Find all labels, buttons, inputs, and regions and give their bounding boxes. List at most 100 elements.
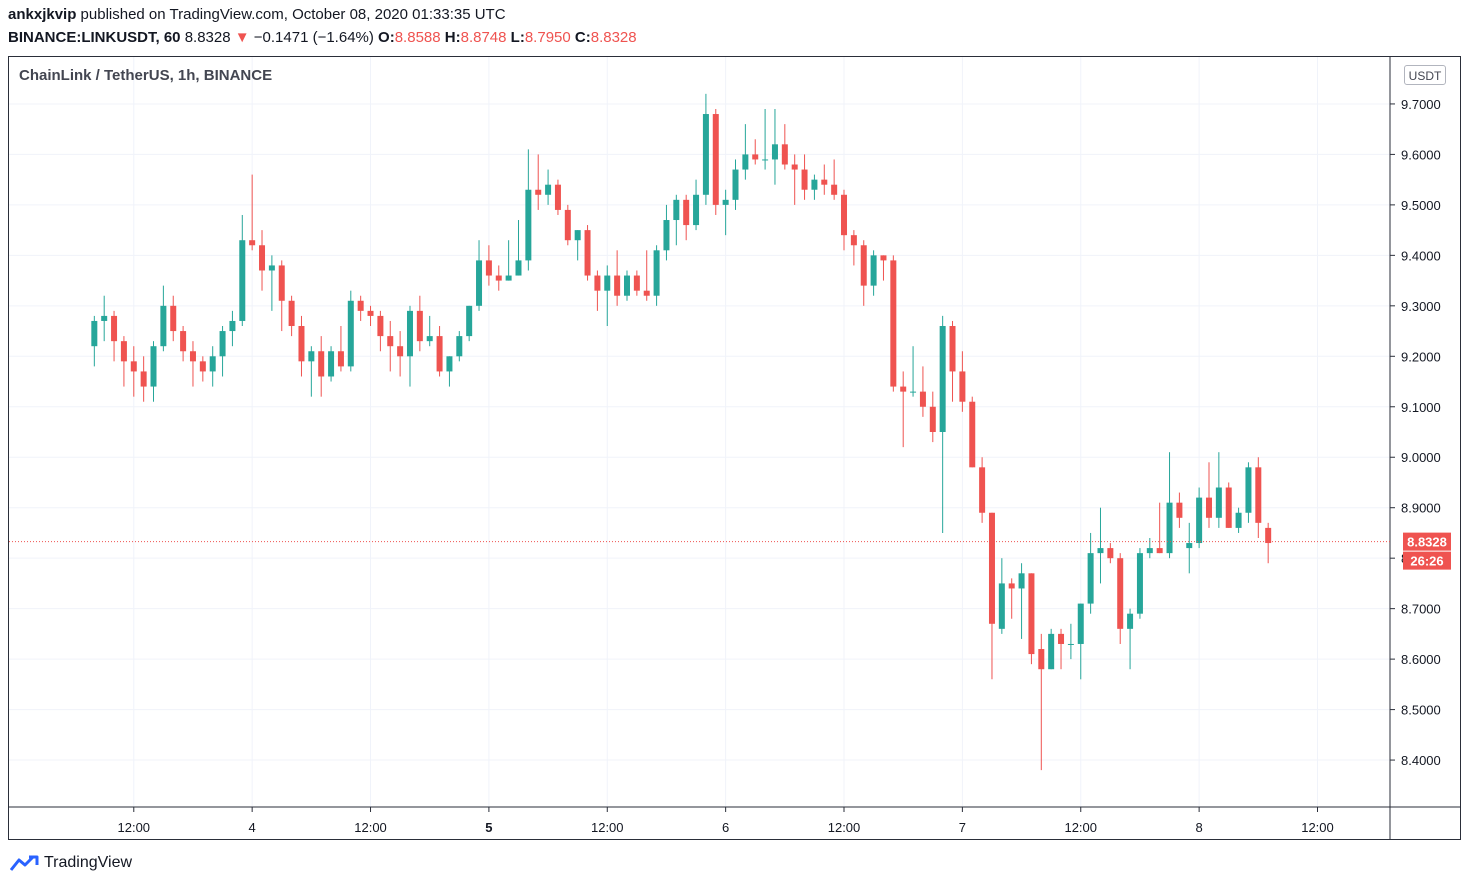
candle-body bbox=[485, 260, 492, 276]
price-axis-label: 9.4000 bbox=[1401, 248, 1441, 263]
time-axis-label: 4 bbox=[249, 820, 256, 835]
time-axis-label: 12:00 bbox=[1301, 820, 1334, 835]
candle-body bbox=[1127, 613, 1134, 629]
candle-body bbox=[1235, 512, 1242, 528]
candle-body bbox=[446, 356, 453, 372]
candle-body bbox=[722, 199, 729, 205]
chart-frame bbox=[8, 56, 1461, 840]
quote-line: BINANCE:LINKUSDT, 60 8.8328 ▼ −0.1471 (−… bbox=[8, 29, 637, 46]
price-axis-label: 9.6000 bbox=[1401, 147, 1441, 162]
candle-body bbox=[189, 351, 196, 362]
candle-body bbox=[308, 351, 315, 362]
candle-body bbox=[318, 351, 325, 377]
candle-body bbox=[426, 336, 433, 342]
candle-body bbox=[910, 391, 917, 393]
price-axis-label: 9.3000 bbox=[1401, 299, 1441, 314]
candle-body bbox=[604, 275, 611, 291]
candle-body bbox=[732, 169, 739, 200]
candle-body bbox=[1255, 467, 1262, 523]
candle-body bbox=[623, 275, 630, 296]
time-axis-label: 5 bbox=[485, 820, 492, 835]
candle-body bbox=[328, 351, 335, 377]
candle-body bbox=[406, 310, 413, 357]
candle-body bbox=[387, 336, 394, 347]
candle-body bbox=[140, 371, 147, 387]
candle-body bbox=[525, 189, 532, 261]
candle-body bbox=[535, 189, 542, 195]
countdown-badge bbox=[1403, 551, 1451, 570]
candle-body bbox=[170, 305, 177, 332]
candle-body bbox=[653, 250, 660, 296]
time-axis-label: 12:00 bbox=[591, 820, 624, 835]
publish-line: ankxjkvip published on TradingView.com, … bbox=[8, 6, 506, 23]
price-axis-label: 9.0000 bbox=[1401, 450, 1441, 465]
candle-body bbox=[742, 154, 749, 170]
currency-button[interactable]: USDT bbox=[1404, 65, 1446, 85]
candle-body bbox=[1058, 633, 1065, 644]
tradingview-brand[interactable]: TradingView bbox=[10, 854, 132, 872]
price-axis-label: 9.5000 bbox=[1401, 198, 1441, 213]
price-axis-label: 8.9000 bbox=[1401, 501, 1441, 516]
time-axis-label: 12:00 bbox=[354, 820, 387, 835]
candle-body bbox=[979, 467, 986, 513]
candle-body bbox=[939, 326, 946, 432]
time-axis-label: 12:00 bbox=[118, 820, 151, 835]
candle-body bbox=[1117, 558, 1124, 629]
time-axis-label: 8 bbox=[1196, 820, 1203, 835]
candle-body bbox=[1156, 548, 1163, 554]
low-value: 8.7950 bbox=[524, 29, 571, 46]
price-axis-label: 8.7000 bbox=[1401, 602, 1441, 617]
candle-body bbox=[1087, 553, 1094, 604]
candle-body bbox=[1186, 543, 1193, 549]
candle-body bbox=[850, 235, 857, 246]
time-axis-label: 12:00 bbox=[1064, 820, 1097, 835]
candle-body bbox=[564, 209, 571, 241]
price-axis-label: 8.4000 bbox=[1401, 753, 1441, 768]
candle-body bbox=[1176, 502, 1183, 518]
candle-body bbox=[1166, 502, 1173, 554]
time-axis-label: 12:00 bbox=[828, 820, 861, 835]
candle-body bbox=[337, 351, 344, 367]
candle-body bbox=[101, 315, 108, 321]
candle-body bbox=[1107, 548, 1114, 559]
candle-body bbox=[120, 341, 127, 362]
high-label: H: bbox=[444, 29, 461, 46]
candle-body bbox=[1205, 497, 1212, 518]
open-value: 8.8588 bbox=[394, 29, 441, 46]
price-axis-label: 8.6000 bbox=[1401, 652, 1441, 667]
candle-body bbox=[614, 275, 621, 296]
candle-body bbox=[870, 255, 877, 286]
candle-body bbox=[1215, 487, 1222, 518]
candle-body bbox=[367, 310, 374, 316]
author-name[interactable]: ankxjkvip bbox=[8, 6, 77, 23]
candle-body bbox=[821, 179, 828, 185]
candle-body bbox=[1048, 633, 1055, 670]
candle-body bbox=[643, 290, 650, 296]
candle-body bbox=[476, 260, 483, 306]
close-value: 8.8328 bbox=[590, 29, 637, 46]
candle-body bbox=[1136, 553, 1143, 614]
candle-body bbox=[919, 391, 926, 407]
candle-body bbox=[781, 144, 788, 165]
chart-legend: ChainLink / TetherUS, 1h, BINANCE bbox=[19, 67, 273, 84]
candle-body bbox=[249, 240, 256, 246]
candle-body bbox=[998, 583, 1005, 629]
candle-body bbox=[456, 336, 463, 357]
candle-body bbox=[219, 331, 226, 357]
candle-body bbox=[811, 179, 818, 190]
candle-body bbox=[663, 220, 670, 251]
candle-body bbox=[1077, 603, 1084, 644]
candle-body bbox=[91, 320, 98, 347]
candle-body bbox=[831, 184, 838, 195]
price-axis-label: 9.7000 bbox=[1401, 97, 1441, 112]
candle-body bbox=[890, 260, 897, 387]
candle-body bbox=[584, 230, 591, 276]
open-label: O: bbox=[378, 29, 395, 46]
candle-body bbox=[683, 199, 690, 226]
candle-body bbox=[949, 326, 956, 372]
published-text: published on TradingView.com, October 08… bbox=[80, 6, 506, 23]
candle-body bbox=[1097, 548, 1104, 554]
candle-body bbox=[1028, 573, 1035, 655]
price-axis-label: 9.1000 bbox=[1401, 400, 1441, 415]
